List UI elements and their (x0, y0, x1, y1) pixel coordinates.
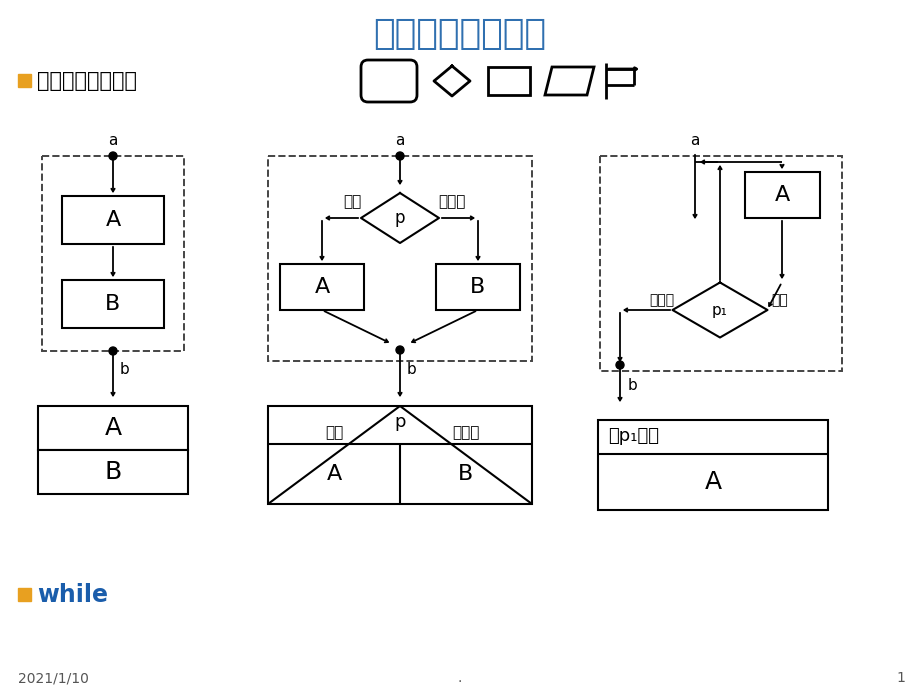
Polygon shape (544, 67, 594, 95)
Text: 上一章我们学到了: 上一章我们学到了 (373, 17, 546, 51)
Text: B: B (458, 464, 473, 484)
Text: b: b (119, 362, 130, 377)
Text: 成立: 成立 (343, 195, 361, 210)
Text: B: B (104, 460, 121, 484)
Text: A: A (314, 277, 329, 297)
Circle shape (616, 361, 623, 369)
Text: .: . (458, 671, 461, 685)
Text: 不成立: 不成立 (452, 426, 479, 440)
Circle shape (108, 347, 117, 355)
FancyBboxPatch shape (360, 60, 416, 102)
Text: p: p (394, 413, 405, 431)
Text: 常用的流程图符号: 常用的流程图符号 (37, 71, 137, 91)
Text: a: a (108, 133, 118, 148)
Bar (436, 264, 519, 310)
Text: 当p₁成立: 当p₁成立 (607, 427, 658, 445)
Circle shape (395, 346, 403, 354)
Text: A: A (704, 470, 720, 494)
Text: p: p (394, 209, 404, 227)
Text: a: a (395, 133, 404, 148)
Bar (62, 280, 164, 328)
Bar (18, 74, 31, 87)
Bar (597, 420, 827, 510)
Text: B: B (470, 277, 485, 297)
Bar (744, 172, 819, 218)
Text: 成立: 成立 (324, 426, 343, 440)
Text: b: b (406, 362, 416, 377)
Text: 不成立: 不成立 (437, 195, 465, 210)
Text: b: b (628, 378, 637, 393)
Bar (38, 406, 187, 450)
Text: B: B (106, 294, 120, 314)
Bar (267, 156, 531, 361)
Bar (279, 264, 364, 310)
Bar (599, 156, 841, 371)
Bar (62, 196, 164, 244)
Circle shape (395, 152, 403, 160)
Text: while: while (37, 583, 108, 607)
Text: A: A (774, 185, 789, 205)
Bar (42, 156, 184, 351)
Text: A: A (105, 416, 121, 440)
Text: a: a (689, 133, 699, 148)
Bar (38, 450, 187, 494)
Bar (18, 588, 31, 601)
Text: 1: 1 (895, 671, 904, 685)
Text: 2021/1/10: 2021/1/10 (18, 671, 89, 685)
Bar (267, 406, 531, 504)
Text: p₁: p₁ (711, 302, 727, 317)
Text: 不成立: 不成立 (649, 293, 674, 307)
Circle shape (108, 152, 117, 160)
Text: A: A (106, 210, 120, 230)
Bar (487, 67, 529, 95)
Text: A: A (326, 464, 341, 484)
Text: 成立: 成立 (771, 293, 788, 307)
